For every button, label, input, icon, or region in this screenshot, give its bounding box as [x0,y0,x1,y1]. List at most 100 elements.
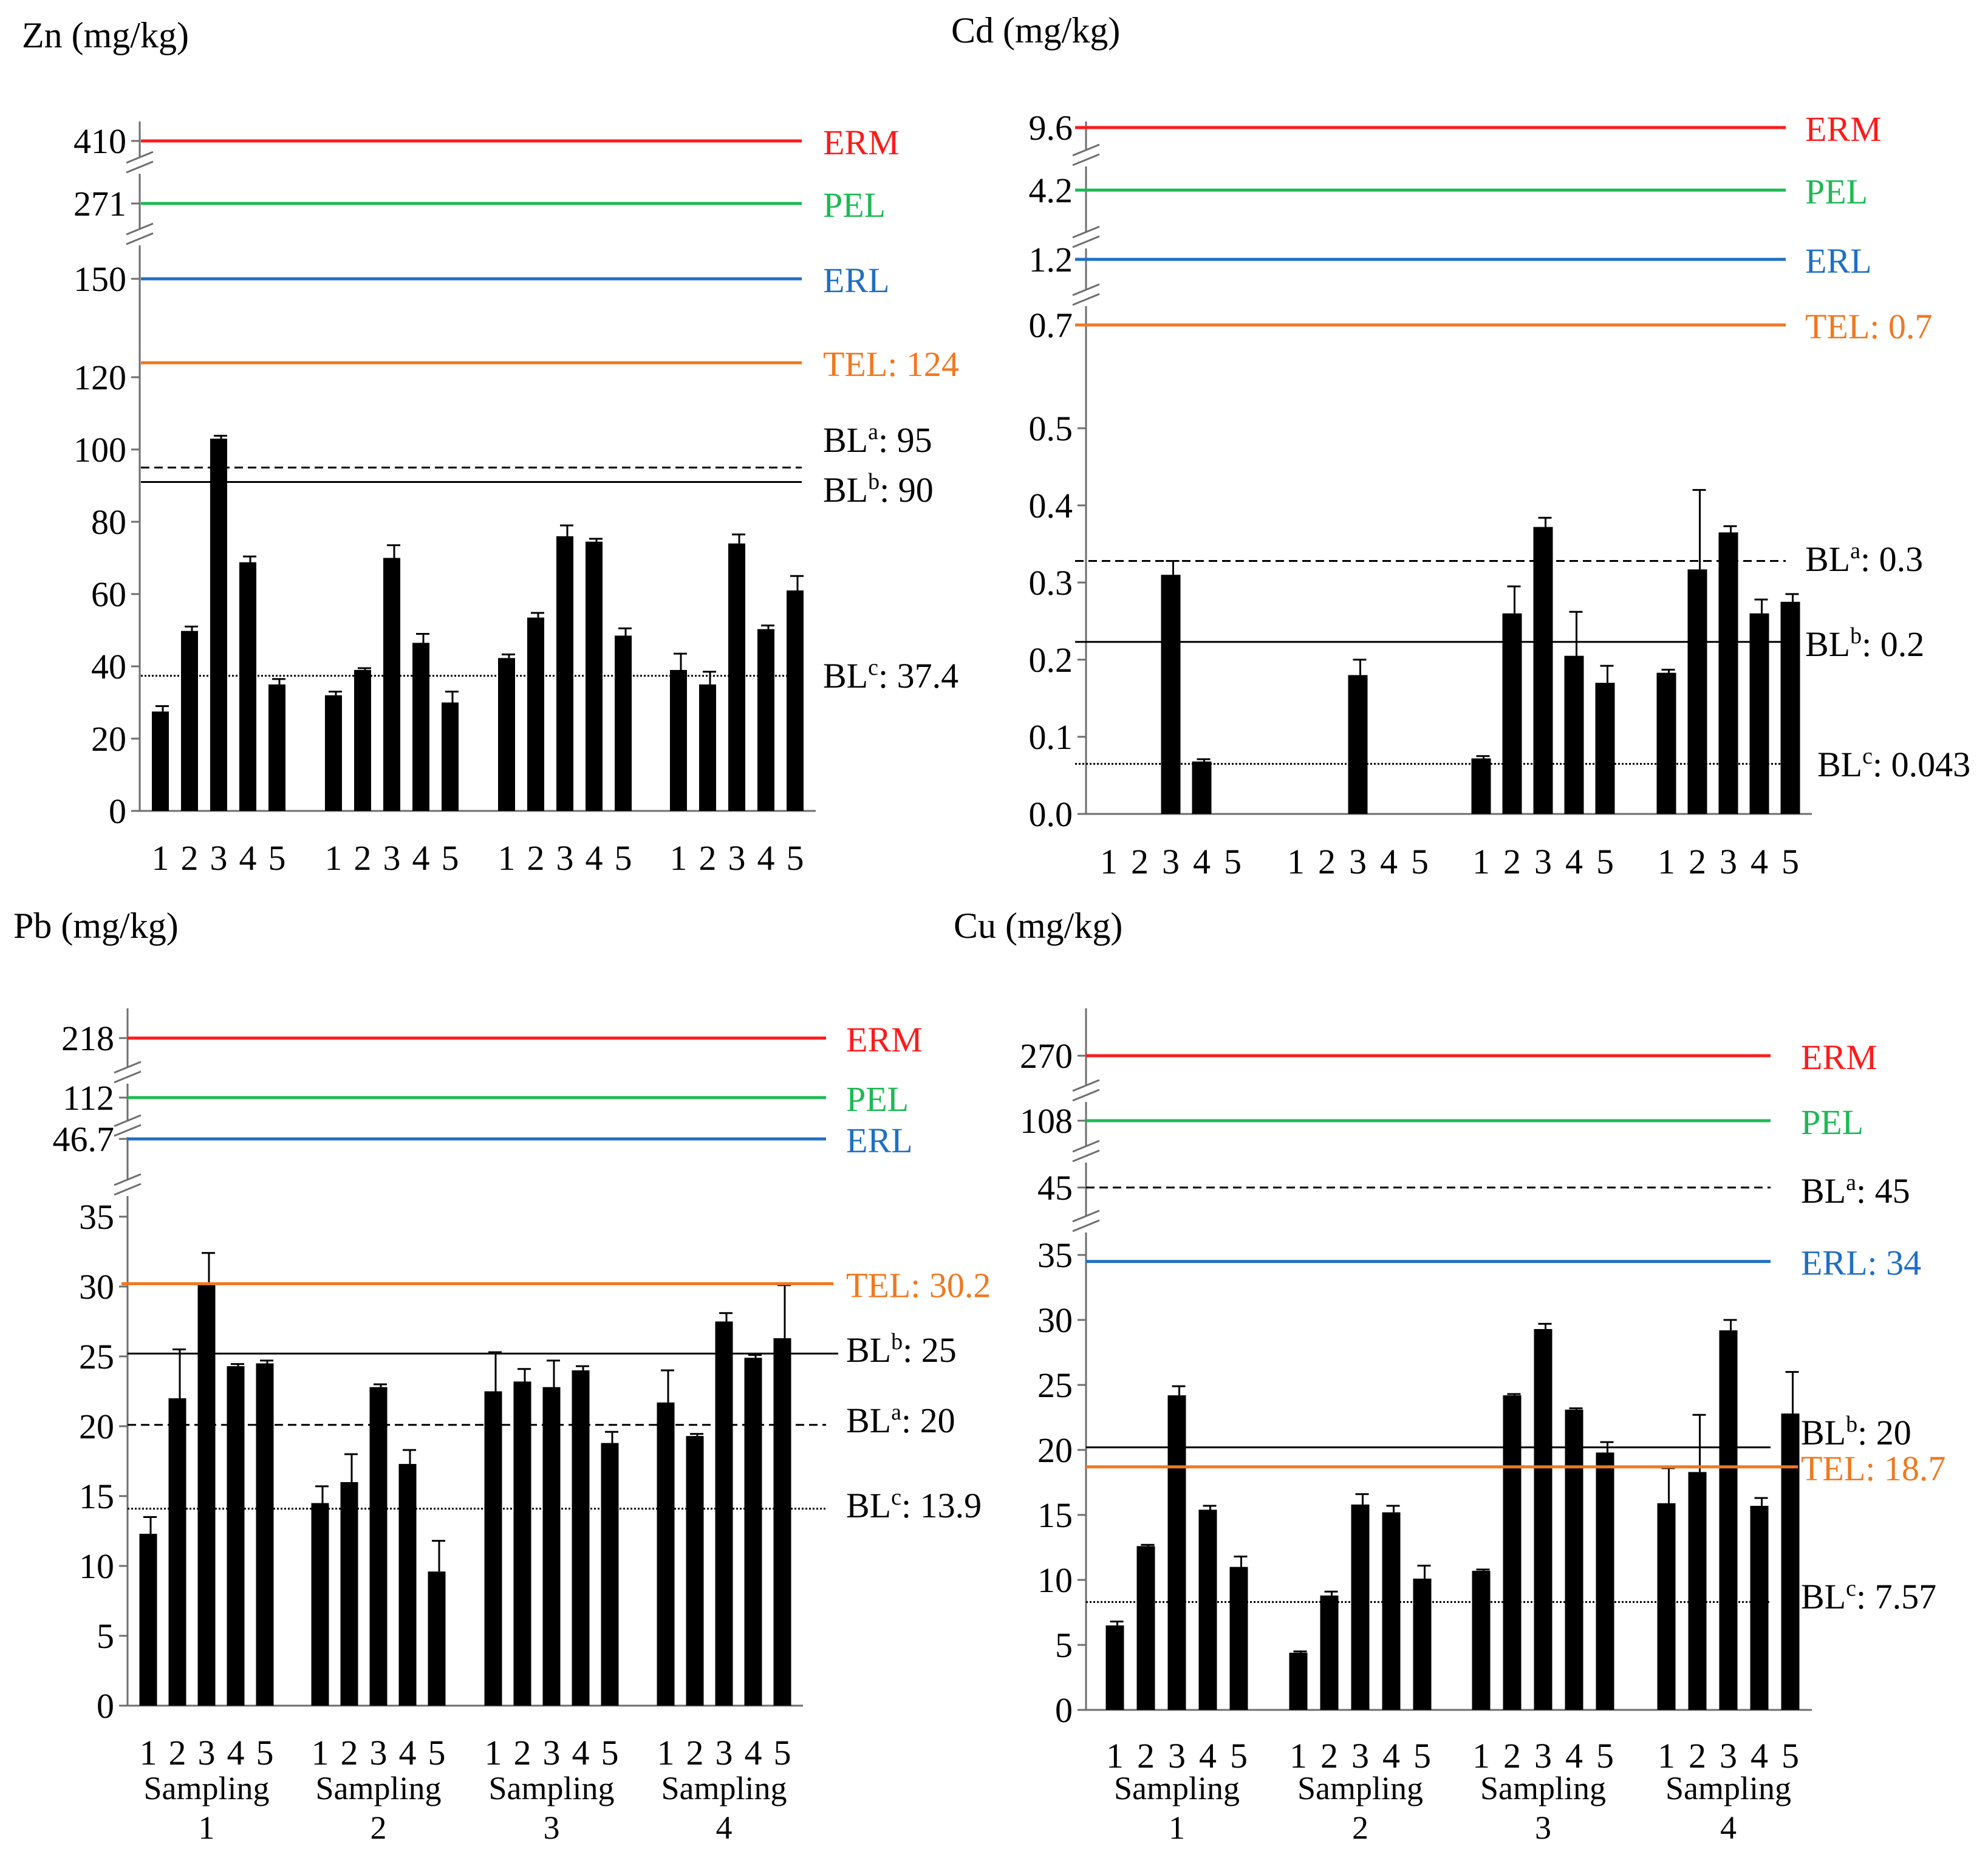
cu-x-group-number: 3 [1535,1810,1551,1846]
cu-x-tick-label: 2 [1137,1736,1155,1776]
cd-y-break-tick-label: 9.6 [1029,108,1073,148]
cu-x-group-number: 2 [1352,1810,1368,1846]
pb-axis-break-mark [114,1124,142,1137]
cu-bar [1750,1506,1769,1710]
cd-bar [1564,655,1584,814]
cd-guideline-label-erl: ERL [1805,241,1872,281]
pb-chart-title: Pb (mg/kg) [13,906,179,946]
cd-axis-break-mark [1072,235,1100,248]
cu-bar [1565,1409,1583,1710]
pb-x-tick-label: 3 [198,1733,216,1772]
pb-y-tick-label: 20 [79,1407,114,1446]
cd-bar [1192,761,1212,814]
zn-bar [383,558,400,811]
zn-bar [210,439,227,811]
pb-baseline-label-bla: BLa: 20 [846,1400,955,1440]
zn-bar [699,684,716,811]
cd-x-tick-label: 3 [1162,842,1180,881]
cu-bar [1657,1503,1676,1710]
cu-baseline-label-bla: BLa: 45 [1801,1170,1910,1211]
cd-y-tick-label: 0.1 [1029,717,1073,757]
cd-x-tick-label: 1 [1658,842,1675,881]
pb-bar [542,1387,561,1706]
zn-x-tick-label: 2 [354,838,372,878]
cu-x-tick-label: 5 [1413,1736,1431,1776]
pb-x-group-label: Sampling [661,1770,787,1806]
pb-x-tick-label: 1 [312,1733,329,1772]
pb-axis-break-gap [124,1120,131,1137]
cu-bar [1596,1452,1614,1710]
cd-y-tick-label: 0.5 [1029,409,1073,448]
zn-axis-break-mark [126,222,154,236]
cd-bar [1718,532,1738,814]
cu-x-tick-label: 4 [1382,1736,1400,1776]
pb-x-tick-label: 3 [370,1733,388,1772]
cd-axis-break-mark [1072,283,1100,296]
cu-y-tick-label: 30 [1037,1300,1073,1340]
cu-x-tick-label: 4 [1751,1736,1768,1776]
zn-y-break-tick-label: 271 [73,184,126,224]
cd-baseline-label-blc: BLc: 0.043 [1817,743,1970,784]
zn-x-tick-label: 1 [325,838,343,878]
zn-axis-break-mark [126,232,154,245]
pb-x-tick-label: 3 [716,1733,733,1772]
zn-x-tick-label: 4 [412,838,430,878]
cd-chart-panel: Cd (mg/kg) 0.0 0.1 0.2 0.3 0.4 0.5 0.7 1.2 4.2 9.… [951,10,1970,881]
cu-x-group-label: Sampling [1297,1770,1423,1806]
cd-x-tick-label: 5 [1224,842,1242,881]
zn-y-tick-label: 0 [109,791,126,831]
cd-bar [1749,613,1769,814]
cd-axis-break-gap [1082,149,1090,166]
cu-y-tick-label: 10 [1037,1560,1073,1600]
zn-x-tick-label: 1 [670,838,688,878]
cu-x-tick-label: 2 [1320,1736,1338,1776]
cd-x-tick-label: 2 [1689,842,1706,881]
pb-bar [773,1338,791,1706]
pb-x-tick-label: 4 [745,1733,762,1772]
pb-bar [256,1363,274,1706]
cu-bar [1167,1395,1186,1710]
cd-axis-break-mark [1072,293,1100,306]
cu-x-group-label: Sampling [1665,1770,1791,1806]
pb-y-tick-label: 10 [79,1547,114,1586]
pb-bar [197,1283,216,1706]
cu-x-group-number: 4 [1720,1810,1737,1846]
zn-x-tick-label: 4 [757,838,775,878]
zn-y-tick-label: 40 [91,647,126,686]
cd-axis-break-mark [1072,225,1100,239]
cd-guideline-label-pel: PEL [1805,172,1868,211]
cu-x-tick-label: 1 [1289,1736,1307,1776]
pb-x-tick-label: 5 [256,1733,274,1772]
pb-y-tick-label: 25 [79,1337,114,1376]
cd-y-tick-label: 0.3 [1029,563,1073,603]
cu-axis-break-mark [1072,1079,1100,1092]
cd-y-tick-label: 0.4 [1029,486,1073,525]
cu-x-tick-label: 3 [1720,1736,1737,1776]
cu-axis-break-gap [1082,1146,1090,1163]
cd-x-tick-label: 3 [1720,842,1737,881]
pb-bar [369,1387,388,1706]
cd-x-tick-label: 1 [1100,842,1118,881]
cu-axis-break-mark [1072,1149,1100,1163]
pb-guideline-label-tel: TEL: 30.2 [846,1265,991,1305]
pb-bar [168,1398,186,1706]
pb-y-tick-label: 15 [79,1477,114,1516]
cu-bar [1472,1571,1491,1710]
cu-x-group-label: Sampling [1480,1770,1606,1806]
cd-x-tick-label: 3 [1534,842,1552,881]
pb-y-break-tick-label: 218 [61,1019,114,1058]
cd-x-tick-label: 4 [1751,842,1768,881]
cd-x-tick-label: 3 [1349,842,1367,881]
pb-x-group-number: 2 [371,1810,387,1846]
zn-bar [787,590,804,811]
cu-axis-break-mark [1072,1089,1100,1102]
zn-guideline-label-erl: ERL [823,261,890,300]
pb-x-tick-label: 2 [169,1733,186,1772]
zn-x-tick-label: 5 [442,838,459,878]
cd-x-tick-label: 4 [1565,842,1583,881]
pb-bar [340,1482,358,1706]
cd-y-break-tick-label: 1.2 [1029,240,1073,279]
cu-bar [1229,1567,1248,1710]
